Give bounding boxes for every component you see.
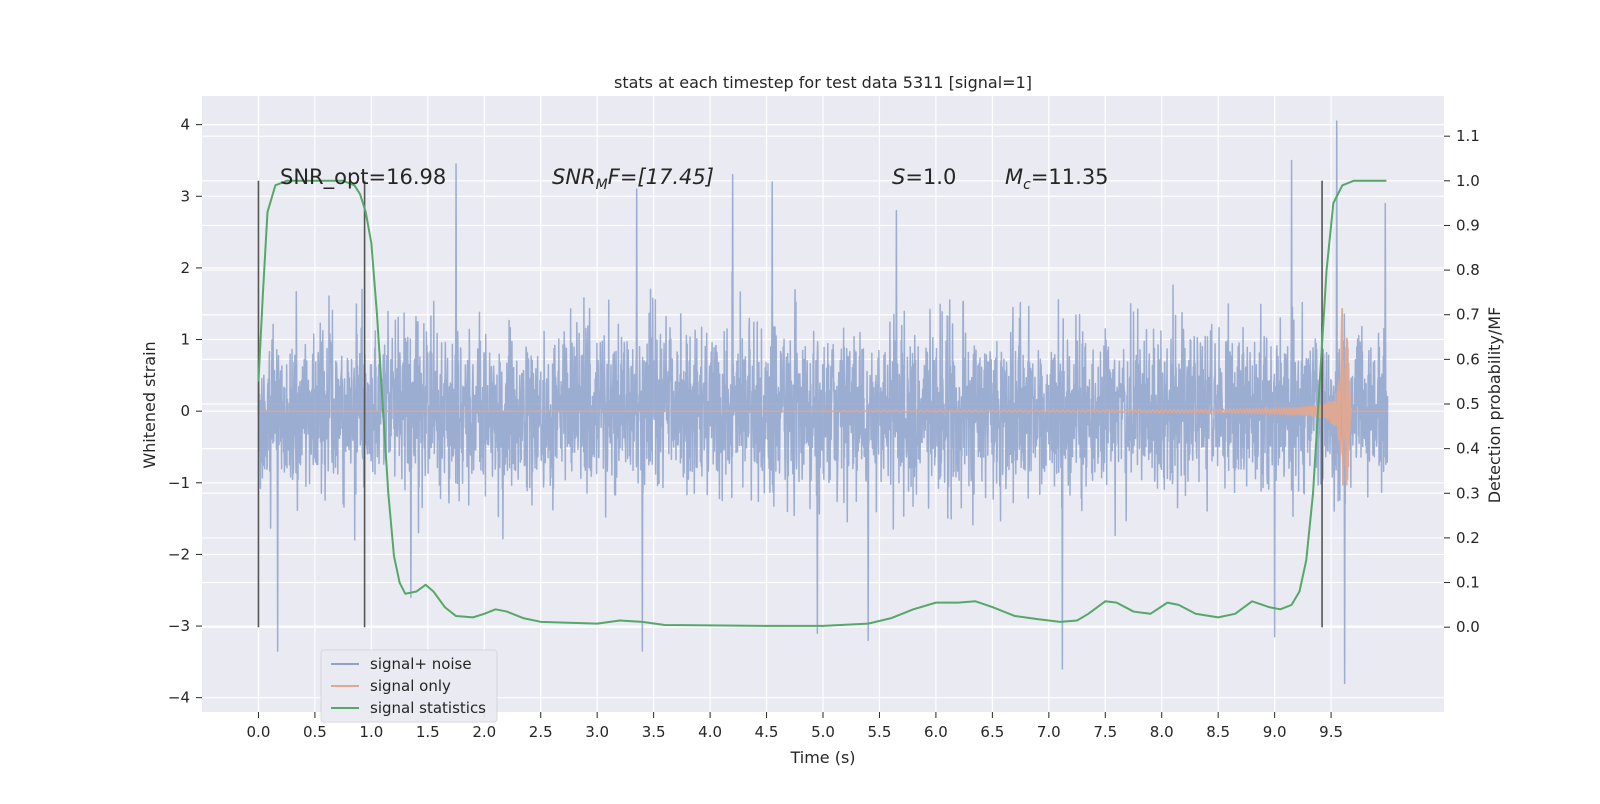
x-tick-label-15: 7.5 [1093,723,1117,741]
y-right-tick-label-1: 0.1 [1456,574,1480,592]
signal-noise-line [257,120,1389,685]
x-tick-label-10: 5.0 [811,723,835,741]
y-left-axis-ticks: −4 −3 −2 −1 0 1 2 3 4 [168,116,202,707]
legend-label-signal-noise: signal+ noise [370,655,472,673]
legend: signal+ noise signal only signal statist… [320,649,498,723]
y-right-tick-label-4: 0.4 [1456,440,1480,458]
y-right-tick-label-2: 0.2 [1456,529,1480,547]
y-right-tick-label-6: 0.6 [1456,350,1480,368]
y-right-tick-label-9: 0.9 [1456,216,1480,234]
x-tick-label-1: 0.5 [303,723,327,741]
annotation-mc-value: =11.35 [1031,165,1109,189]
x-tick-label-19: 9.5 [1319,723,1343,741]
y-left-tick-label-3: −1 [168,474,190,492]
x-tick-label-7: 3.5 [642,723,666,741]
x-tick-label-9: 4.5 [755,723,779,741]
vertical-markers [257,180,1323,628]
y-right-axis-ticks: 0.0 0.1 0.2 0.3 0.4 0.5 0.6 0.7 0.8 0.9 1.0 1.1 [1444,127,1480,636]
plot-area [257,120,1389,685]
y-left-tick-label-5: 1 [180,331,190,349]
y-left-axis-label: Whitened strain [140,341,159,468]
x-axis-ticks: 0.0 0.5 1.0 1.5 2.0 2.5 3.0 3.5 4.0 4.5 5.0 5.5 6.0 6… [247,712,1343,741]
annotation-s: S=1.0 [892,165,956,189]
y-right-axis-label: Detection probability/MF [1485,307,1504,504]
x-tick-label-18: 9.0 [1263,723,1287,741]
y-right-tick-label-5: 0.5 [1456,395,1480,413]
y-right-tick-label-10: 1.0 [1456,172,1480,190]
signal-only-line [258,308,1388,486]
signal-statistics-series [257,179,1387,627]
x-tick-label-0: 0.0 [247,723,271,741]
annotation-s-symbol: S [892,165,905,189]
signal-statistics-line [257,179,1387,627]
x-tick-label-14: 7.0 [1037,723,1061,741]
annotation-snr-mf-value: F=[17.45] [608,165,714,189]
annotation-mc: Mc=11.35 [1005,165,1109,193]
y-left-tick-label-0: −4 [168,689,190,707]
y-right-tick-label-8: 0.8 [1456,261,1480,279]
y-left-tick-label-6: 2 [180,259,190,277]
x-axis-label: Time (s) [789,748,855,767]
annotation-s-value: =1.0 [905,165,956,189]
y-left-tick-label-7: 3 [180,187,190,205]
x-tick-label-16: 8.0 [1150,723,1174,741]
annotation-snr-mf: SNRMF=[17.45] [552,165,714,193]
signal-only-series [258,308,1388,486]
y-right-tick-label-11: 1.1 [1456,127,1480,145]
y-left-tick-label-4: 0 [180,402,190,420]
x-tick-label-6: 3.0 [585,723,609,741]
chart-title: stats at each timestep for test data 531… [614,73,1032,92]
y-right-tick-label-0: 0.0 [1456,618,1480,636]
x-tick-label-5: 2.5 [529,723,553,741]
x-tick-label-2: 1.0 [359,723,383,741]
y-left-tick-label-2: −2 [168,545,190,563]
y-left-tick-label-1: −3 [168,617,190,635]
legend-label-signal-only: signal only [370,677,451,695]
x-tick-label-11: 5.5 [868,723,892,741]
legend-box [320,649,498,723]
x-tick-label-13: 6.5 [980,723,1004,741]
annotation-snr-mf-subscript: M [596,177,608,193]
x-tick-label-12: 6.0 [924,723,948,741]
x-tick-label-4: 2.0 [472,723,496,741]
y-left-tick-label-8: 4 [180,116,190,134]
x-tick-label-8: 4.0 [698,723,722,741]
annotation-snr-mf-symbol: SNR [552,165,596,189]
annotation-mc-symbol: M [1005,165,1023,189]
legend-label-signal-statistics: signal statistics [370,699,486,717]
y-right-tick-label-3: 0.3 [1456,484,1480,502]
x-tick-label-17: 8.5 [1206,723,1230,741]
annotation-mc-subscript: c [1023,177,1031,193]
annotation-snr-opt: SNR_opt=16.98 [280,165,446,190]
signal-noise-series [257,120,1389,685]
x-tick-label-3: 1.5 [416,723,440,741]
y-right-tick-label-7: 0.7 [1456,306,1480,324]
